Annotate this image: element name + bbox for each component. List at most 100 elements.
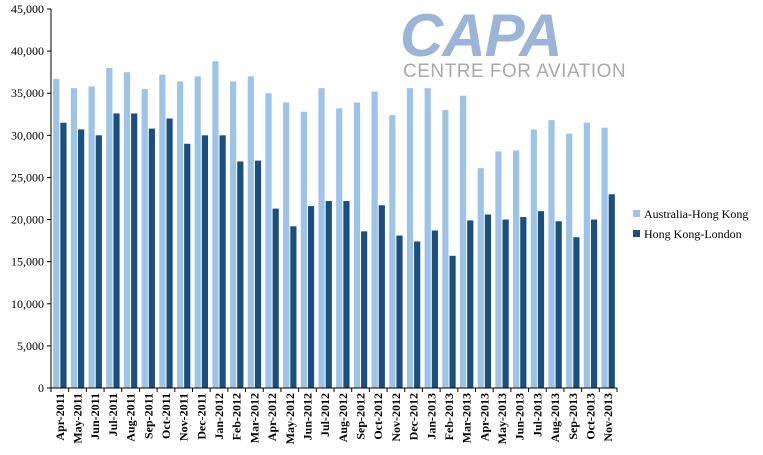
bar-hong-kong-london <box>131 113 138 388</box>
x-tick-label: Jan-2013 <box>424 393 438 440</box>
x-tick-label: Nov-2013 <box>601 393 615 442</box>
bar-hong-kong-london <box>237 161 244 388</box>
x-tick-label: Nov-2012 <box>389 393 403 442</box>
y-tick-label: 35,000 <box>11 86 44 100</box>
bar-hong-kong-london <box>396 235 403 388</box>
x-tick-label: May-2013 <box>495 393 509 444</box>
bar-hong-kong-london <box>431 230 438 388</box>
x-tick-label: Apr-2013 <box>477 393 491 441</box>
bar-australia-hong-kong <box>106 67 113 389</box>
x-tick-label: Dec-2011 <box>194 393 208 440</box>
bar-australia-hong-kong <box>212 61 219 388</box>
bar-australia-hong-kong <box>70 88 78 389</box>
x-tick-label: Mar-2012 <box>247 393 261 443</box>
x-tick-label: Feb-2012 <box>230 393 244 440</box>
bar-australia-hong-kong <box>88 86 95 388</box>
x-tick-label: Sep-2011 <box>141 393 155 439</box>
bar-australia-hong-kong <box>566 133 573 388</box>
x-tick-label: Oct-2011 <box>159 393 173 439</box>
x-tick-label: Feb-2013 <box>442 393 456 440</box>
bar-australia-hong-kong <box>300 111 307 388</box>
bar-hong-kong-london <box>361 231 368 388</box>
bar-hong-kong-london <box>95 135 102 388</box>
legend-label: Hong Kong-London <box>644 227 742 241</box>
bar-hong-kong-london <box>343 201 350 388</box>
x-tick-label: May-2012 <box>283 393 297 444</box>
legend: Australia-Hong Kong Hong Kong-London <box>633 207 748 241</box>
y-tick-label: 30,000 <box>11 128 44 142</box>
x-tick-label: Aug-2012 <box>336 393 350 442</box>
capa-logo: CAPA CENTRE FOR AVIATION <box>400 2 626 82</box>
bar-hong-kong-london <box>414 241 421 388</box>
logo-tagline: CENTRE FOR AVIATION <box>403 61 626 82</box>
bar-australia-hong-kong <box>141 89 148 388</box>
bar-australia-hong-kong <box>548 120 555 389</box>
x-tick-label: Jul-2013 <box>530 393 544 437</box>
bar-hong-kong-london <box>219 135 226 388</box>
bars <box>53 61 615 389</box>
bar-australia-hong-kong <box>583 122 590 388</box>
x-axis: Apr-2011 May-2011 Jun-2011 Jul-2011 Aug-2011… <box>50 387 618 444</box>
legend-swatch <box>633 230 640 237</box>
bar-australia-hong-kong <box>389 115 396 389</box>
bar-hong-kong-london <box>378 205 385 388</box>
x-tick-label: Jun-2011 <box>88 393 102 440</box>
x-tick-label: Oct-2012 <box>371 393 385 440</box>
x-tick-label: Apr-2011 <box>53 393 67 441</box>
bar-hong-kong-london <box>608 194 615 388</box>
y-tick-label: 5,000 <box>17 339 44 353</box>
bar-australia-hong-kong <box>477 168 484 388</box>
bar-hong-kong-london <box>184 143 191 388</box>
y-tick-label: 10,000 <box>11 297 44 311</box>
bar-hong-kong-london <box>290 226 297 388</box>
x-tick-label: Jul-2011 <box>106 393 120 436</box>
bar-australia-hong-kong <box>442 110 449 388</box>
bar-australia-hong-kong <box>459 95 467 388</box>
bar-hong-kong-london <box>113 113 120 388</box>
bar-hong-kong-london <box>590 219 598 388</box>
bar-australia-hong-kong <box>371 91 378 388</box>
bar-australia-hong-kong <box>601 127 608 388</box>
bar-hong-kong-london <box>78 129 85 388</box>
x-tick-label: Jun-2012 <box>300 393 314 440</box>
x-tick-label: Aug-2013 <box>548 393 562 442</box>
legend-label: Australia-Hong Kong <box>644 207 748 221</box>
x-tick-label: Sep-2013 <box>566 393 580 440</box>
bar-hong-kong-london <box>484 214 492 388</box>
x-tick-label: Apr-2012 <box>265 393 279 441</box>
bar-hong-kong-london <box>272 208 279 388</box>
x-tick-label: Aug-2011 <box>124 393 138 442</box>
bar-australia-hong-kong <box>530 129 537 388</box>
bar-hong-kong-london <box>60 122 67 388</box>
bar-australia-hong-kong <box>424 88 431 389</box>
legend-swatch <box>633 210 640 217</box>
y-tick-label: 20,000 <box>11 213 44 227</box>
bar-hong-kong-london <box>325 201 332 388</box>
bar-hong-kong-london <box>307 206 315 388</box>
y-tick-label: 25,000 <box>11 170 44 184</box>
x-tick-label: May-2011 <box>71 393 85 444</box>
bar-hong-kong-london <box>254 160 262 388</box>
y-tick-label: 45,000 <box>11 2 44 16</box>
bar-hong-kong-london <box>502 219 509 388</box>
bar-australia-hong-kong <box>230 81 237 389</box>
bar-hong-kong-london <box>201 135 209 388</box>
x-tick-label: Nov-2011 <box>177 393 191 441</box>
bar-australia-hong-kong <box>336 108 343 388</box>
y-tick-label: 0 <box>38 381 44 395</box>
bar-hong-kong-london <box>449 255 456 388</box>
bar-hong-kong-london <box>166 118 173 389</box>
bar-australia-hong-kong <box>159 74 166 388</box>
y-axis: 0 5,000 10,000 15,000 20,000 25,000 30,000 35,0… <box>11 2 52 395</box>
x-tick-label: Dec-2012 <box>407 393 421 440</box>
bar-hong-kong-london <box>537 211 545 388</box>
bar-hong-kong-london <box>573 237 580 388</box>
bar-hong-kong-london <box>520 217 527 388</box>
bar-australia-hong-kong <box>194 76 201 388</box>
x-tick-label: Oct-2013 <box>583 393 597 440</box>
bar-australia-hong-kong <box>123 72 131 389</box>
bar-australia-hong-kong <box>247 76 254 388</box>
y-tick-label: 15,000 <box>11 255 44 269</box>
bar-australia-hong-kong <box>406 88 414 389</box>
